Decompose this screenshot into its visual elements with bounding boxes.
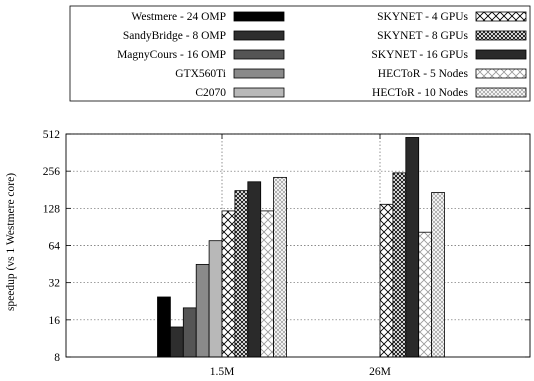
legend: Westmere - 24 OMP SandyBridge - 8 OMP Magn… — [69, 5, 531, 102]
y-tick-label: 16 — [49, 315, 61, 327]
bar — [221, 210, 236, 358]
bar — [247, 181, 262, 358]
bar — [157, 296, 171, 358]
bar — [273, 176, 287, 358]
legend-label: SKYNET - 16 GPUs — [371, 49, 468, 61]
legend-label: SKYNET - 8 GPUs — [377, 30, 468, 42]
bar — [234, 190, 249, 358]
y-tick-label: 256 — [43, 166, 61, 178]
bar — [431, 192, 445, 358]
legend-label: HECToR - 5 Nodes — [378, 68, 469, 80]
x-tick-label: 26M — [369, 366, 391, 378]
y-tick-label: 32 — [49, 278, 61, 290]
y-axis-label: speedup (vs 1 Westmere core) — [5, 173, 17, 311]
legend-swatch — [475, 30, 527, 41]
legend-swatch — [475, 11, 527, 22]
legend-label: GTX560Ti — [175, 68, 226, 80]
legend-label: HECToR - 10 Nodes — [372, 87, 469, 99]
legend-label: SKYNET - 4 GPUs — [377, 11, 468, 23]
y-tick-label: 512 — [43, 129, 61, 141]
bar — [418, 231, 433, 358]
y-tick-label: 8 — [54, 352, 60, 364]
legend-frame — [69, 5, 531, 102]
legend-swatch — [475, 68, 527, 79]
bar — [182, 307, 197, 358]
legend-swatch — [475, 87, 527, 98]
legend-label: C2070 — [195, 87, 226, 99]
legend-swatch — [233, 30, 285, 41]
y-tick-label: 64 — [49, 241, 61, 253]
legend-swatch — [233, 49, 285, 60]
legend-swatch — [475, 49, 527, 60]
bar — [208, 240, 223, 358]
legend-label: SandyBridge - 8 OMP — [123, 30, 226, 42]
legend-swatch — [233, 68, 285, 79]
plot-area: 8 16 32 64 128 256 512 1.5M 26M — [43, 129, 531, 378]
legend-swatch — [233, 87, 285, 98]
legend-swatch — [233, 11, 285, 22]
legend-label: Westmere - 24 OMP — [131, 11, 226, 23]
x-tick-label: 1.5M — [210, 366, 235, 378]
bar — [169, 326, 184, 358]
bar — [392, 172, 407, 358]
bar — [195, 263, 210, 358]
legend-label: MagnyCours - 16 OMP — [117, 49, 226, 61]
y-tick-label: 128 — [43, 203, 61, 215]
bar — [260, 210, 275, 358]
bar — [379, 203, 394, 358]
bar — [405, 137, 420, 358]
